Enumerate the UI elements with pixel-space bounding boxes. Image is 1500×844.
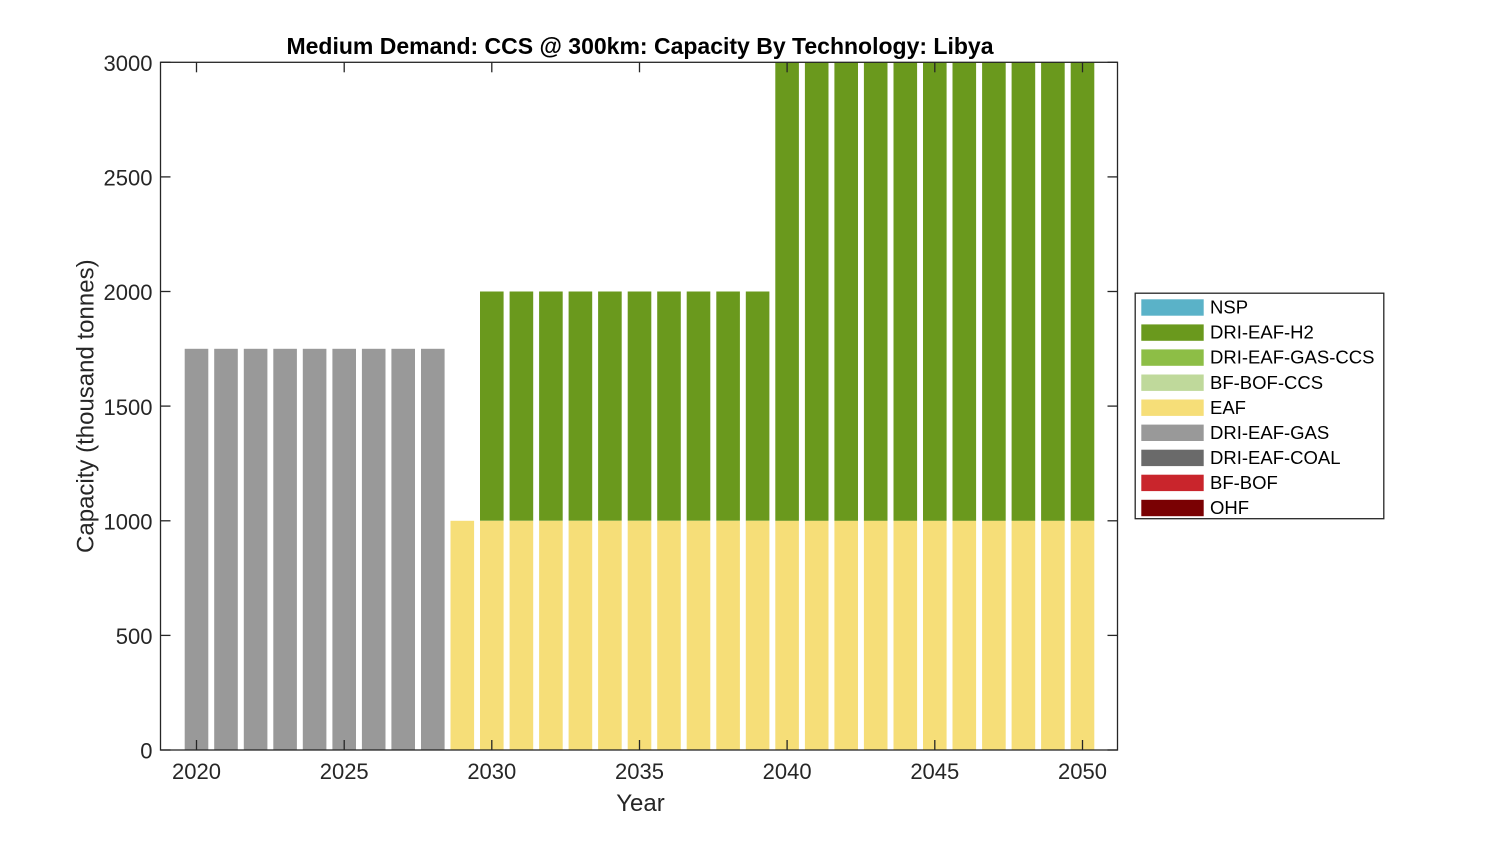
svg-text:BF-BOF: BF-BOF [1210,472,1278,493]
svg-text:2040: 2040 [763,759,812,784]
svg-text:DRI-EAF-COAL: DRI-EAF-COAL [1210,447,1341,468]
svg-text:Medium Demand: CCS @ 300km: Ca: Medium Demand: CCS @ 300km: Capacity By … [286,33,993,59]
svg-text:2020: 2020 [172,759,221,784]
svg-text:2045: 2045 [910,759,959,784]
svg-text:EAF: EAF [1210,397,1246,418]
svg-text:2030: 2030 [467,759,516,784]
svg-text:1500: 1500 [104,395,153,420]
svg-text:DRI-EAF-GAS: DRI-EAF-GAS [1210,422,1329,443]
svg-text:1000: 1000 [104,510,153,535]
svg-text:2050: 2050 [1058,759,1107,784]
svg-text:NSP: NSP [1210,297,1248,318]
svg-text:2500: 2500 [104,166,153,191]
svg-text:BF-BOF-CCS: BF-BOF-CCS [1210,372,1323,393]
svg-text:2000: 2000 [104,280,153,305]
svg-text:2035: 2035 [615,759,664,784]
svg-text:DRI-EAF-H2: DRI-EAF-H2 [1210,322,1314,343]
svg-text:0: 0 [140,739,152,764]
svg-text:500: 500 [116,624,153,649]
svg-text:DRI-EAF-GAS-CCS: DRI-EAF-GAS-CCS [1210,347,1374,368]
svg-text:3000: 3000 [104,51,153,76]
svg-text:OHF: OHF [1210,497,1249,518]
svg-text:Capacity (thousand tonnes): Capacity (thousand tonnes) [73,259,100,553]
svg-text:Year: Year [616,790,665,817]
svg-text:2025: 2025 [320,759,369,784]
